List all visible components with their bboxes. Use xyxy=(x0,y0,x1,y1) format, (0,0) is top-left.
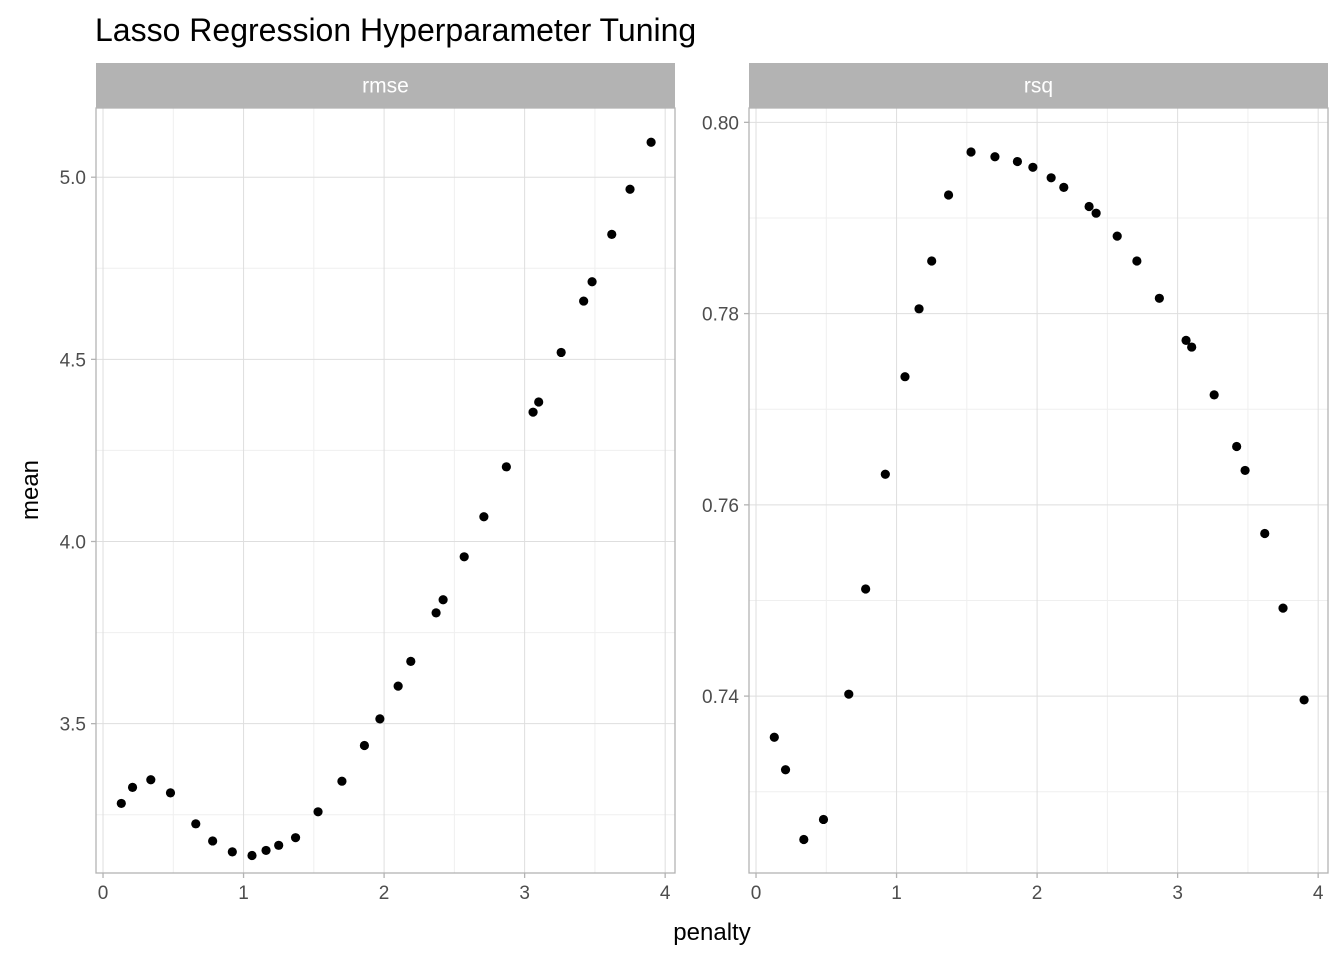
data-point-rsq xyxy=(861,584,871,594)
data-point-rmse xyxy=(359,740,370,751)
data-point-rsq xyxy=(900,372,910,382)
x-tick-label: 0 xyxy=(751,883,762,904)
x-tick-label: 2 xyxy=(1032,883,1043,904)
data-point-rsq xyxy=(1299,695,1309,705)
data-point-rsq xyxy=(943,190,954,200)
facet-strip-rmse xyxy=(96,63,675,108)
data-point-rsq xyxy=(966,147,976,157)
facet-strip-label: rsq xyxy=(1024,75,1053,98)
data-point-rsq xyxy=(1046,173,1056,183)
data-point-rsq xyxy=(780,765,791,775)
data-point-rmse xyxy=(501,462,511,472)
data-point-rmse xyxy=(127,782,138,792)
data-point-rsq xyxy=(1028,162,1038,172)
y-tick-label: 4.0 xyxy=(60,533,86,554)
data-point-rmse xyxy=(165,788,176,798)
facet-strip-rsq xyxy=(749,63,1328,108)
data-point-rmse xyxy=(261,845,271,856)
data-point-rsq xyxy=(1154,293,1164,303)
data-point-rsq xyxy=(769,732,779,742)
x-tick-label: 4 xyxy=(660,883,671,904)
chart-title: Lasso Regression Hyperparameter Tuning xyxy=(95,12,696,48)
panel-border xyxy=(748,107,1329,874)
facet-strip-label: rmse xyxy=(362,75,409,98)
data-point-rmse xyxy=(625,184,635,194)
data-point-rmse xyxy=(116,798,126,809)
data-point-rsq xyxy=(1181,335,1191,345)
data-point-rmse xyxy=(290,833,301,843)
data-point-rmse xyxy=(393,681,403,691)
data-point-rmse xyxy=(247,850,257,861)
data-point-rsq xyxy=(1232,441,1242,452)
data-point-rmse xyxy=(191,819,201,829)
data-point-rsq xyxy=(1240,465,1250,476)
y-tick-label: 0.76 xyxy=(702,496,739,517)
data-point-rsq xyxy=(914,304,924,314)
data-point-rsq xyxy=(1091,208,1101,218)
x-tick-label: 3 xyxy=(519,883,530,904)
data-point-rmse xyxy=(646,137,656,147)
data-point-rsq xyxy=(1260,528,1270,539)
data-point-rmse xyxy=(337,776,347,786)
data-point-rsq xyxy=(844,689,854,699)
data-point-rmse xyxy=(587,277,597,287)
data-point-rsq xyxy=(1209,390,1219,400)
data-point-rsq xyxy=(1012,156,1023,167)
data-point-rmse xyxy=(528,407,538,417)
data-point-rsq xyxy=(880,469,890,479)
data-point-rmse xyxy=(459,552,469,562)
data-point-rmse xyxy=(556,347,566,358)
x-tick-label: 2 xyxy=(379,883,390,904)
data-point-rmse xyxy=(227,847,237,857)
data-point-rmse xyxy=(406,656,416,666)
data-point-rsq xyxy=(1132,256,1142,266)
data-point-rmse xyxy=(431,608,441,618)
data-point-rmse xyxy=(438,595,448,605)
y-tick-label: 4.5 xyxy=(60,350,86,371)
facets-layer: rmse 0 1 2 3 4 3.5 4.0 4.5 5.0 rsq 0 1 2 3 4 0.74 0.76 0.7… xyxy=(60,63,1329,904)
x-tick-label: 4 xyxy=(1313,883,1324,904)
data-point-rsq xyxy=(1112,231,1122,241)
y-axis-label: mean xyxy=(17,460,44,520)
data-point-rsq xyxy=(927,256,937,266)
x-tick-label: 3 xyxy=(1172,883,1183,904)
data-point-rmse xyxy=(479,512,489,522)
y-tick-label: 3.5 xyxy=(60,715,86,736)
data-point-rsq xyxy=(799,834,809,845)
data-point-rsq xyxy=(1084,201,1094,212)
panel-border xyxy=(95,107,676,874)
data-point-rmse xyxy=(607,229,617,240)
x-axis-label: penalty xyxy=(673,919,750,946)
x-tick-label: 1 xyxy=(891,883,902,904)
data-point-rmse xyxy=(313,807,323,817)
data-point-rmse xyxy=(375,714,385,724)
facet-panel-rmse: rmse 0 1 2 3 4 3.5 4.0 4.5 5.0 xyxy=(60,63,676,904)
y-tick-label: 0.78 xyxy=(702,305,739,326)
data-point-rsq xyxy=(818,814,829,825)
x-tick-label: 0 xyxy=(98,883,109,904)
data-point-rmse xyxy=(579,296,589,306)
x-tick-label: 1 xyxy=(238,883,249,904)
data-point-rsq xyxy=(1059,182,1069,192)
data-point-rsq xyxy=(1278,603,1288,613)
data-point-rmse xyxy=(146,775,156,785)
data-point-rmse xyxy=(534,397,544,407)
y-tick-label: 5.0 xyxy=(60,168,86,189)
data-point-rmse xyxy=(274,840,284,850)
facet-panel-rsq: rsq 0 1 2 3 4 0.74 0.76 0.78 0.80 xyxy=(702,63,1329,904)
data-point-rsq xyxy=(1187,342,1197,352)
y-tick-label: 0.80 xyxy=(702,113,739,134)
y-tick-label: 0.74 xyxy=(702,687,739,708)
data-point-rsq xyxy=(990,152,1000,162)
data-point-rmse xyxy=(208,836,218,846)
